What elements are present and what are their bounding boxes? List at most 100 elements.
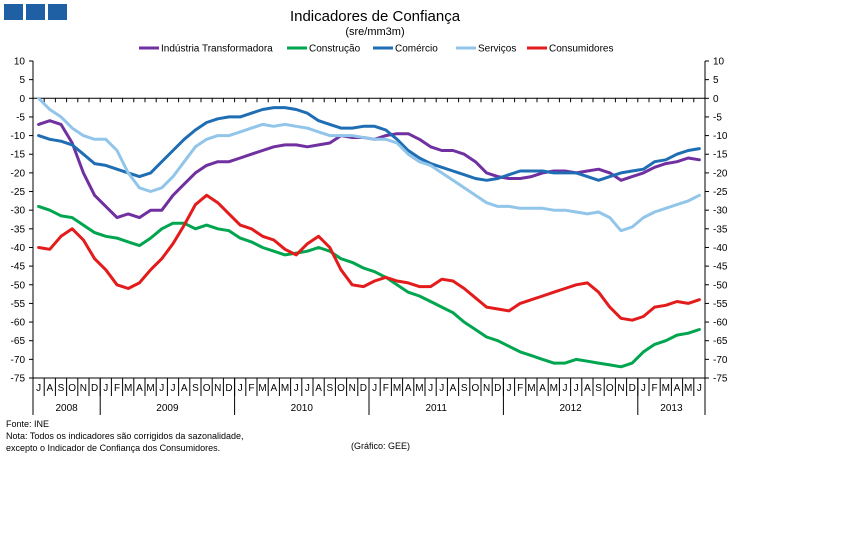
month-label: A	[46, 383, 53, 394]
month-label: A	[674, 383, 681, 394]
month-label: D	[629, 383, 636, 394]
month-label: A	[539, 383, 546, 394]
series-line-constru-o	[37, 204, 701, 369]
month-label: D	[225, 383, 232, 394]
year-label: 2011	[425, 403, 447, 414]
y-tick-label-right: -30	[713, 206, 728, 217]
legend: Indústria Transformadora Construção Comérc…	[139, 44, 613, 55]
y-tick-label-left: -20	[11, 168, 26, 179]
seasonal-note-line-2: excepto o Indicador de Confiança dos Con…	[6, 443, 221, 453]
month-label: M	[415, 383, 423, 394]
month-label: A	[181, 383, 188, 394]
month-label: A	[136, 383, 143, 394]
y-tick-label-left: -25	[11, 187, 26, 198]
y-tick-label-right: 0	[713, 94, 719, 105]
month-label: S	[461, 383, 468, 394]
month-label: J	[294, 383, 299, 394]
month-label: A	[405, 383, 412, 394]
y-tick-label-left: -15	[11, 150, 26, 161]
month-label: D	[91, 383, 98, 394]
chart-credit: (Gráfico: GEE)	[351, 441, 411, 451]
month-label: F	[248, 383, 254, 394]
legend-label-ind-stria-transformadora: Indústria Transformadora	[161, 44, 273, 55]
month-label: N	[349, 383, 356, 394]
legend-label-servi-os: Serviços	[478, 44, 516, 55]
month-label: F	[652, 383, 658, 394]
y-tick-label-left: 5	[19, 75, 25, 86]
y-tick-label-left: -50	[11, 280, 26, 291]
month-label: M	[281, 383, 289, 394]
month-label: M	[146, 383, 154, 394]
chart-title: Indicadores de Confiança	[290, 8, 461, 25]
legend-label-com-rcio: Comércio	[395, 44, 438, 55]
month-label: J	[238, 383, 243, 394]
axes: 10 10 5 5 0 0 -5 -5 -10 -10 -15 -15 -20 -20 -25 -25 -30 -…	[11, 57, 728, 415]
y-tick-label-right: 5	[713, 75, 719, 86]
series-line-servi-os	[37, 96, 701, 233]
series-line-consumidores	[37, 193, 701, 322]
month-label: D	[360, 383, 367, 394]
month-label: M	[393, 383, 401, 394]
y-tick-label-left: -70	[11, 355, 26, 366]
month-label: A	[270, 383, 277, 394]
year-label: 2008	[55, 403, 78, 414]
y-tick-label-right: -40	[713, 243, 728, 254]
year-label: 2012	[559, 403, 582, 414]
year-label: 2013	[660, 403, 683, 414]
y-tick-label-right: -65	[713, 336, 728, 347]
month-label: J	[171, 383, 176, 394]
series-line-ind-stria-transformadora	[37, 119, 701, 220]
month-label: J	[159, 383, 164, 394]
month-label: J	[36, 383, 41, 394]
y-tick-label-left: -10	[11, 131, 26, 142]
y-tick-label-left: -40	[11, 243, 26, 254]
year-label: 2009	[156, 403, 179, 414]
footnotes: Fonte: INE Nota: Todos os indicadores sã…	[6, 418, 243, 454]
y-tick-label-right: -60	[713, 318, 728, 329]
y-tick-label-left: -30	[11, 206, 26, 217]
month-label: S	[326, 383, 333, 394]
month-label: M	[527, 383, 535, 394]
month-label: M	[684, 383, 692, 394]
month-label: O	[203, 383, 211, 394]
y-tick-label-right: -35	[713, 224, 728, 235]
year-label: 2010	[291, 403, 314, 414]
month-label: M	[124, 383, 132, 394]
month-label: J	[439, 383, 444, 394]
month-label: S	[192, 383, 199, 394]
logo-square-3	[48, 4, 67, 20]
y-tick-label-left: 10	[14, 57, 26, 68]
chart-subtitle: (sre/mm3m)	[345, 26, 404, 38]
confidence-indicators-chart: Indicadores de Confiança (sre/mm3m) Indú…	[11, 8, 728, 415]
month-label: J	[428, 383, 433, 394]
month-label: J	[305, 383, 310, 394]
month-label: N	[214, 383, 221, 394]
month-label: M	[662, 383, 670, 394]
y-tick-label-left: -55	[11, 299, 26, 310]
month-label: O	[472, 383, 480, 394]
y-tick-label-left: -45	[11, 262, 26, 273]
month-label: J	[563, 383, 568, 394]
logo-square-2	[26, 4, 45, 20]
seasonal-note-line-1: Nota: Todos os indicadores são corrigido…	[6, 431, 244, 441]
y-tick-label-left: -60	[11, 318, 26, 329]
logo-square-1	[4, 4, 23, 20]
y-tick-label-right: -70	[713, 355, 728, 366]
legend-label-consumidores: Consumidores	[549, 44, 613, 55]
y-tick-label-left: -5	[16, 112, 25, 123]
month-label: N	[483, 383, 490, 394]
month-label: F	[114, 383, 120, 394]
month-label: F	[383, 383, 389, 394]
source-note: Fonte: INE	[6, 419, 50, 429]
month-label: D	[494, 383, 501, 394]
month-label: N	[80, 383, 87, 394]
month-label: J	[103, 383, 108, 394]
y-tick-label-right: -20	[713, 168, 728, 179]
y-tick-label-right: -75	[713, 374, 728, 385]
month-label: J	[574, 383, 579, 394]
series-lines	[37, 96, 701, 369]
y-tick-label-right: -15	[713, 150, 728, 161]
month-label: M	[550, 383, 558, 394]
y-tick-label-right: -55	[713, 299, 728, 310]
month-label: A	[584, 383, 591, 394]
